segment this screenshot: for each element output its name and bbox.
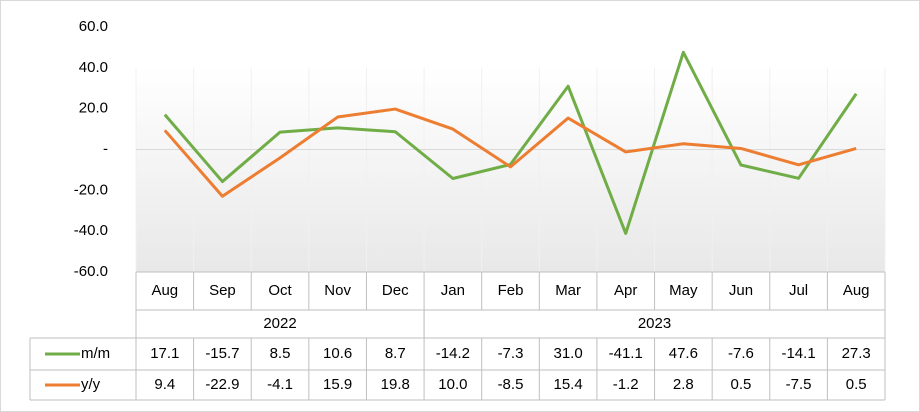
- y-tick-label: -20.0: [74, 181, 108, 198]
- table-value: -7.3: [498, 345, 524, 362]
- table-value: 17.1: [150, 345, 179, 362]
- series-line: [163, 50, 858, 235]
- y-tick-label: -40.0: [74, 222, 108, 239]
- plot-background: [136, 67, 885, 272]
- x-tick-label: Apr: [614, 282, 637, 299]
- x-tick-label: Oct: [268, 282, 292, 299]
- table-value: -14.1: [781, 345, 815, 362]
- year-label: 2022: [263, 315, 296, 332]
- table-value: 0.5: [731, 376, 752, 393]
- y-tick-label: -: [103, 140, 108, 157]
- y-tick-label: 40.0: [79, 59, 108, 76]
- x-tick-label: Jan: [441, 282, 465, 299]
- legend-label: y/y: [81, 376, 101, 393]
- table-value: 31.0: [554, 345, 583, 362]
- year-label: 2023: [638, 315, 671, 332]
- table-value: 47.6: [669, 345, 698, 362]
- x-tick-label: Aug: [151, 282, 178, 299]
- table-value: -7.6: [728, 345, 754, 362]
- table-value: 15.9: [323, 376, 352, 393]
- x-tick-label: Sep: [209, 282, 236, 299]
- table-value: -41.1: [609, 345, 643, 362]
- table-value: -14.2: [436, 345, 470, 362]
- table-value: -4.1: [267, 376, 293, 393]
- x-tick-label: Mar: [555, 282, 581, 299]
- table-value: 19.8: [381, 376, 410, 393]
- x-tick-label: Feb: [498, 282, 524, 299]
- x-tick-label: Dec: [382, 282, 409, 299]
- x-tick-label: Nov: [324, 282, 351, 299]
- y-tick-label: -60.0: [74, 263, 108, 280]
- x-tick-label: Aug: [843, 282, 870, 299]
- table-value: 8.5: [270, 345, 291, 362]
- table-value: 8.7: [385, 345, 406, 362]
- table-value: 9.4: [154, 376, 175, 393]
- x-tick-label: Jun: [729, 282, 753, 299]
- table-value: -1.2: [613, 376, 639, 393]
- table-value: 10.0: [438, 376, 467, 393]
- table-value: 27.3: [842, 345, 871, 362]
- table-value: -8.5: [498, 376, 524, 393]
- legend-label: m/m: [81, 345, 110, 362]
- table-value: 0.5: [846, 376, 867, 393]
- table-value: 2.8: [673, 376, 694, 393]
- y-tick-label: 60.0: [79, 18, 108, 35]
- table-value: -7.5: [786, 376, 812, 393]
- table-value: 10.6: [323, 345, 352, 362]
- x-tick-label: Jul: [789, 282, 808, 299]
- table-value: 15.4: [554, 376, 583, 393]
- y-tick-label: 20.0: [79, 100, 108, 117]
- table-value: -22.9: [205, 376, 239, 393]
- x-tick-label: May: [669, 282, 698, 299]
- table-value: -15.7: [205, 345, 239, 362]
- series-line: [163, 107, 857, 198]
